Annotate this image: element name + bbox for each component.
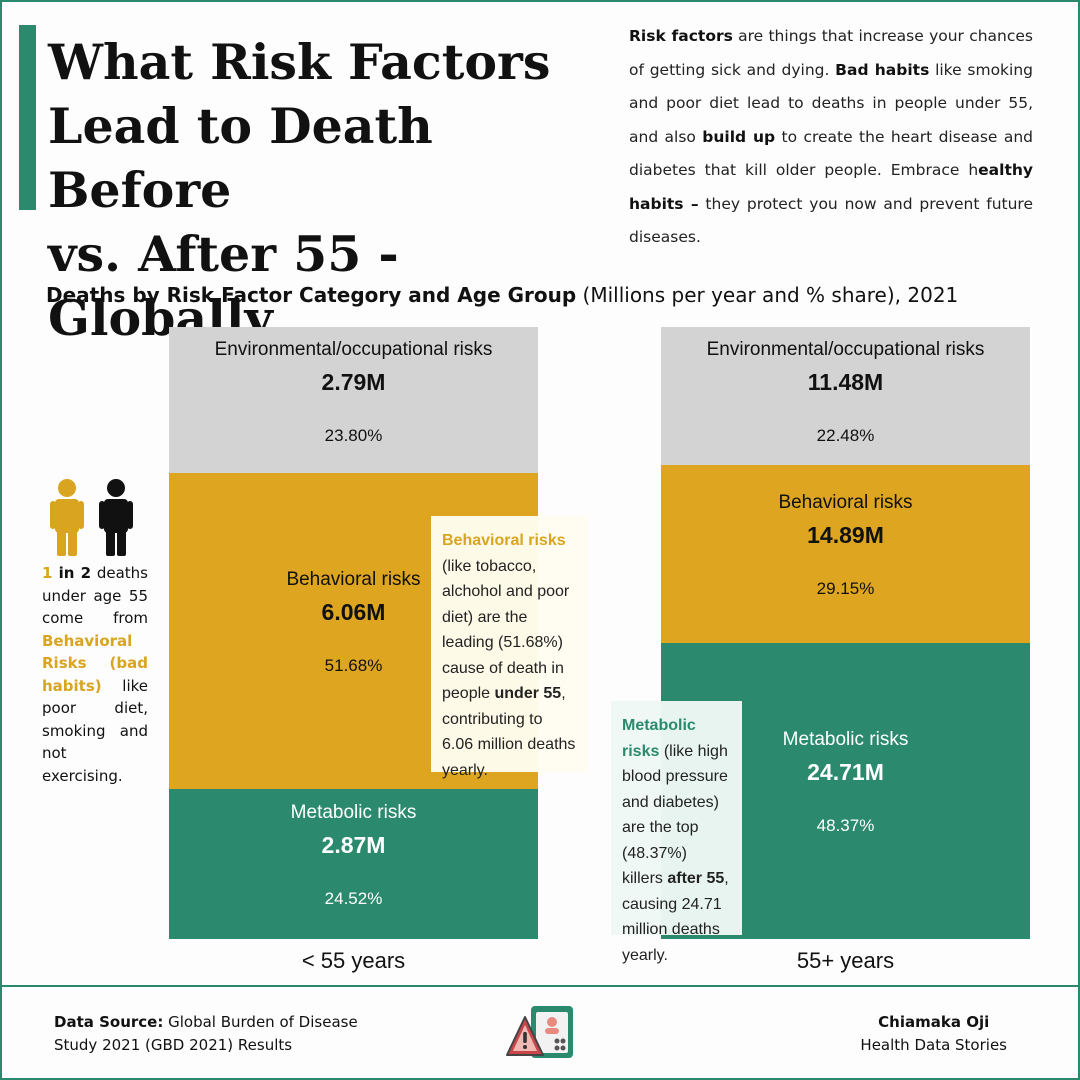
segment-value: 2.87M xyxy=(321,832,386,858)
segment-value: 6.06M xyxy=(321,599,386,625)
bar-segment-environmental: Environmental/occupational risks 11.48M 22… xyxy=(661,327,1030,465)
segment-share: 22.48% xyxy=(816,426,875,445)
footer-divider xyxy=(0,985,1080,987)
person-yellow-icon xyxy=(50,479,84,556)
segment-label: Metabolic risks xyxy=(782,729,909,750)
segment-value: 14.89M xyxy=(807,522,884,548)
left-annotation: 1 in 2 deaths under age 55 come from Beh… xyxy=(42,564,149,785)
title-line-3: vs. After 55 - Globally xyxy=(48,225,399,347)
segment-label: Behavioral risks xyxy=(286,569,421,590)
segment-value: 2.79M xyxy=(321,369,386,395)
segment-share: 51.68% xyxy=(324,656,383,675)
data-source: Data Source: Global Burden of Disease Stu… xyxy=(54,1013,358,1054)
intro-paragraph: Risk factors are things that increase yo… xyxy=(629,27,1033,246)
chart-title: Deaths by Risk Factor Category and Age G… xyxy=(46,283,959,307)
page-title: What Risk Factors Lead to Death Before v… xyxy=(48,30,608,350)
segment-share: 23.80% xyxy=(324,426,383,445)
author-credit: Chiamaka Oji Health Data Stories xyxy=(860,1013,1007,1054)
segment-value: 24.71M xyxy=(807,759,884,785)
segment-share: 29.15% xyxy=(816,579,875,598)
bar-under-55: Metabolic risks 2.87M 24.52% Behavioral ris… xyxy=(169,327,538,939)
title-accent-bar xyxy=(19,25,36,210)
category-label-55-plus: 55+ years xyxy=(796,948,895,973)
metabolic-callout: Metabolic risks (like high blood pressur… xyxy=(611,701,742,964)
risk-warning-clipboard-icon xyxy=(506,1006,573,1058)
bar-segment-environmental: Environmental/occupational risks 2.79M 23.… xyxy=(169,327,538,473)
segment-label: Environmental/occupational risks xyxy=(706,339,985,360)
segment-share: 24.52% xyxy=(324,889,383,908)
category-label-under-55: < 55 years xyxy=(301,948,406,973)
title-line-1: What Risk Factors xyxy=(48,33,551,91)
person-black-icon xyxy=(99,479,133,556)
title-line-2: Lead to Death Before xyxy=(48,97,433,219)
bar-segment-metabolic: Metabolic risks 2.87M 24.52% xyxy=(169,789,538,939)
segment-value: 11.48M xyxy=(807,369,884,395)
bar-segment-behavioral: Behavioral risks 14.89M 29.15% xyxy=(661,465,1030,643)
segment-label: Behavioral risks xyxy=(778,492,913,513)
people-icon xyxy=(50,479,133,556)
behavioral-callout: Behavioral risks (like tobacco, alchohol… xyxy=(431,516,588,779)
segment-label: Metabolic risks xyxy=(290,802,417,823)
segment-share: 48.37% xyxy=(816,816,875,835)
segment-label: Environmental/occupational risks xyxy=(214,339,493,360)
